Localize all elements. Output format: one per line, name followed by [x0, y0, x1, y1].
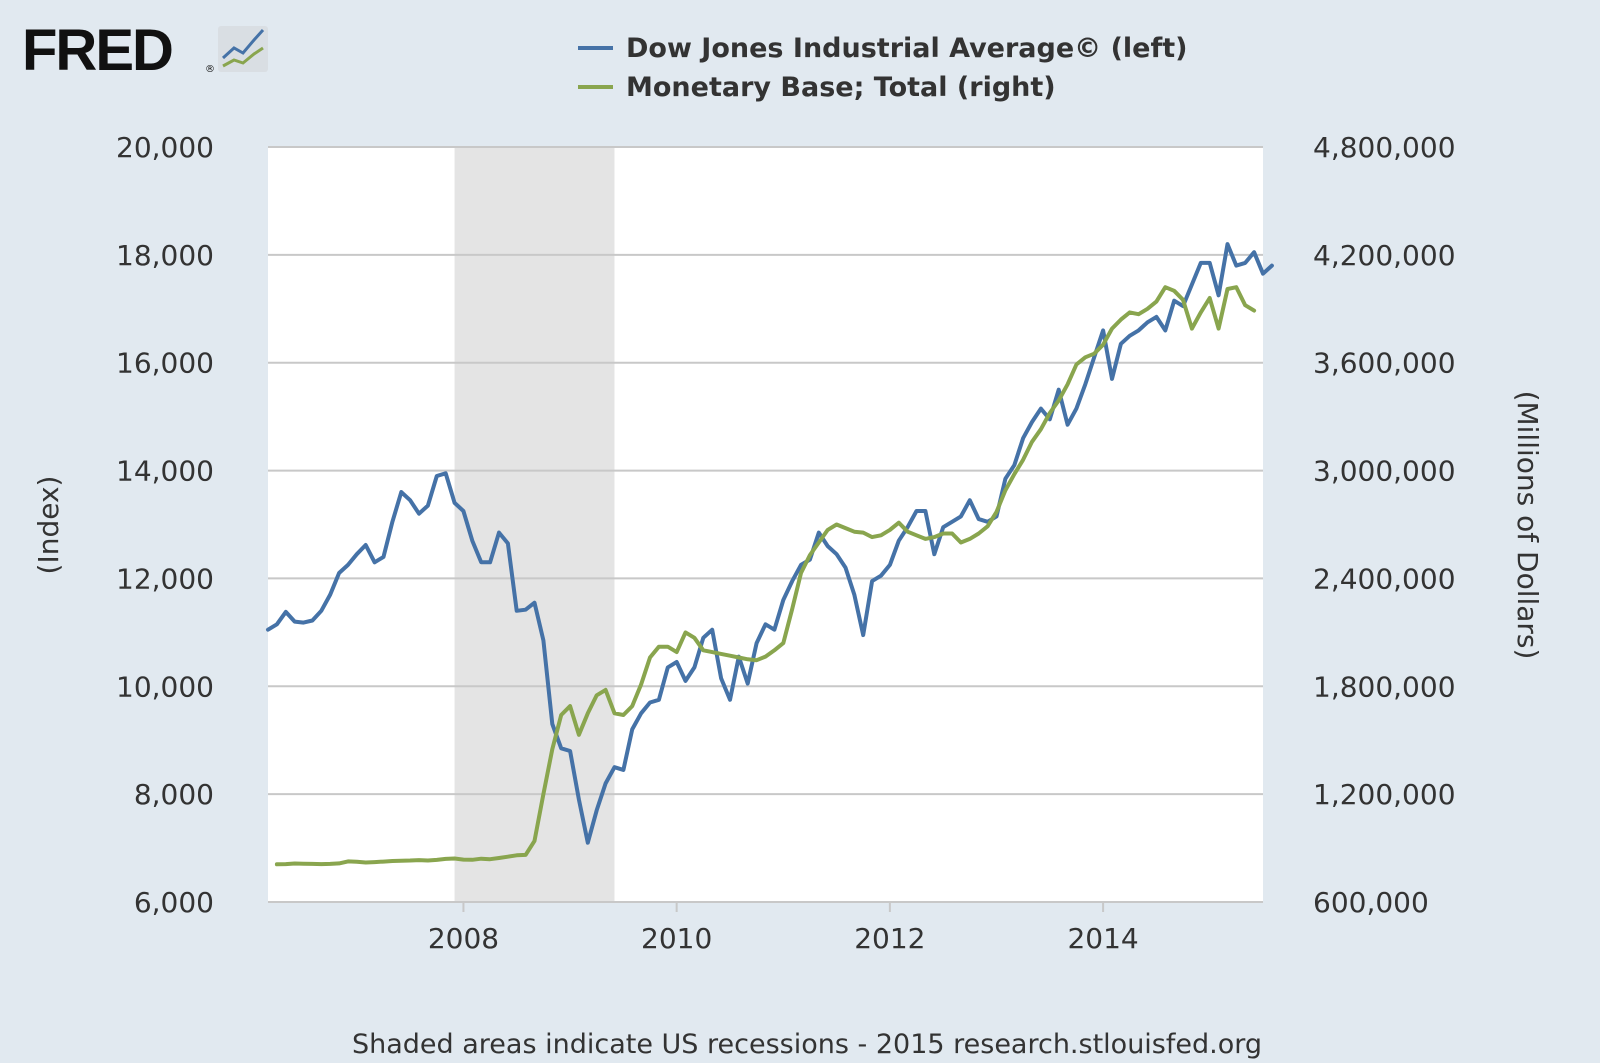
y-right-tick-label: 4,800,000 — [1313, 131, 1456, 164]
y-right-tick-label: 3,000,000 — [1313, 455, 1456, 488]
legend-label-dow: Dow Jones Industrial Average© (left) — [626, 33, 1187, 64]
fred-logo[interactable]: FRED ® — [22, 18, 268, 83]
plot-area — [268, 147, 1263, 902]
y-left-tick-label: 8,000 — [134, 778, 214, 811]
y-left-tick-label: 6,000 — [134, 886, 214, 919]
fred-logo-text: FRED — [22, 18, 172, 83]
recession-shading — [454, 147, 615, 902]
y-left-tick-label: 10,000 — [116, 670, 214, 703]
y-right-tick-label: 1,800,000 — [1313, 670, 1456, 703]
y-axis-right-title: (Millions of Dollars) — [1511, 391, 1544, 660]
legend-label-monetary-base: Monetary Base; Total (right) — [626, 72, 1056, 103]
y-left-tick-label: 14,000 — [116, 455, 214, 488]
x-axis-tick-labels: 2008 2010 2012 2014 — [428, 922, 1139, 955]
legend-item-dow[interactable]: Dow Jones Industrial Average© (left) — [578, 33, 1187, 64]
y-left-tick-label: 20,000 — [116, 131, 214, 164]
gridlines — [268, 146, 1263, 903]
legend-item-monetary-base[interactable]: Monetary Base; Total (right) — [578, 72, 1056, 103]
y-right-tick-label: 600,000 — [1313, 886, 1429, 919]
fred-logo-registered-mark: ® — [205, 64, 215, 75]
y-left-tick-label: 16,000 — [116, 347, 214, 380]
fred-logo-chart-icon — [218, 26, 268, 72]
y-right-tick-label: 4,200,000 — [1313, 239, 1456, 272]
series-lines — [266, 242, 1274, 867]
x-tick-label: 2008 — [428, 922, 499, 955]
y-right-tick-label: 1,200,000 — [1313, 778, 1456, 811]
y-right-tick-label: 3,600,000 — [1313, 347, 1456, 380]
y-axis-right-tick-labels: 600,000 1,200,000 1,800,000 2,400,000 3,000,… — [1313, 131, 1456, 919]
y-right-tick-label: 2,400,000 — [1313, 562, 1456, 595]
y-left-tick-label: 18,000 — [116, 239, 214, 272]
recession-band — [454, 147, 615, 902]
y-axis-left-tick-labels: 6,000 8,000 10,000 12,000 14,000 16,000 18,000… — [116, 131, 214, 919]
x-tick-label: 2010 — [641, 922, 712, 955]
footer-note: Shaded areas indicate US recessions - 20… — [352, 1029, 1262, 1060]
y-left-tick-label: 12,000 — [116, 562, 214, 595]
y-axis-left-title: (Index) — [32, 476, 65, 575]
legend: Dow Jones Industrial Average© (left) Mon… — [578, 33, 1187, 103]
x-axis-ticks — [462, 902, 1105, 912]
series-line-monetary-base — [274, 285, 1257, 867]
x-tick-label: 2012 — [854, 922, 925, 955]
x-tick-label: 2014 — [1067, 922, 1138, 955]
